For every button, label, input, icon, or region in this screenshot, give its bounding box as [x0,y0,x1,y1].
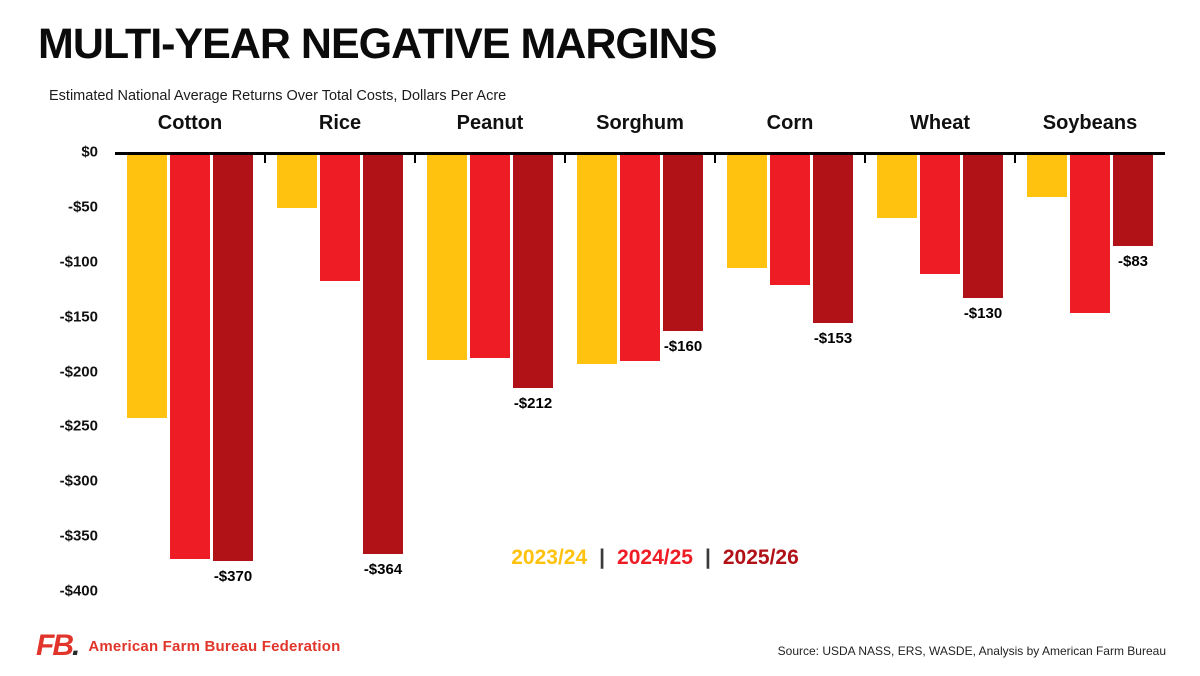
y-axis-tick-label: -$50 [67,198,98,216]
bar-2025-26-soybeans [1113,155,1153,247]
bar-value-label-sorghum: -$160 [663,337,703,355]
afbf-logo-icon: FB. [36,629,80,662]
bar-2023-24-cotton [127,155,167,419]
bar-2023-24-sorghum [577,155,617,364]
legend-item-2024-25: 2024/25 [617,546,693,569]
category-labels-row: Cotton Rice Peanut Sorghum Corn Wheat Soybeans [115,112,1165,135]
bar-2025-26-rice [363,155,403,555]
bar-2025-26-sorghum [663,155,703,331]
bar-value-label-cotton: -$370 [213,568,253,586]
source-note: Source: USDA NASS, ERS, WASDE, Analysis … [777,644,1166,658]
y-axis-tick-label: -$150 [59,308,98,326]
category-label-rice: Rice [318,112,362,134]
bars [1015,155,1165,594]
bar-2025-26-cotton [213,155,253,562]
page-title: MULTI-YEAR NEGATIVE MARGINS [38,20,718,68]
bars [415,155,565,594]
org-name: American Farm Bureau Federation [88,637,341,655]
bar-2023-24-wheat [877,155,917,218]
category-label-peanut: Peanut [456,112,524,134]
legend-item-2023-24: 2023/24 [511,546,588,569]
y-axis-tick-label: -$250 [59,417,98,435]
y-axis-tick-label: -$400 [59,582,98,600]
y-axis-tick-label: $0 [81,143,98,161]
bar-2023-24-soybeans [1027,155,1067,197]
bar-2025-26-corn [813,155,853,323]
bar-2024-25-rice [320,155,360,282]
bars [265,155,415,594]
bar-group-peanut: -$212 [415,155,566,594]
bar-2023-24-corn [727,155,767,269]
y-axis-tick-label: -$300 [59,472,98,490]
bar-2025-26-wheat [963,155,1003,298]
legend-separator: | [704,546,711,569]
bar-2024-25-peanut [470,155,510,359]
bars [565,155,715,594]
bar-value-label-wheat: -$130 [963,304,1003,322]
bar-2024-25-sorghum [620,155,660,362]
y-axis-tick-label: -$350 [59,527,98,545]
bar-value-label-corn: -$153 [813,329,853,347]
legend-separator: | [599,546,606,569]
afbf-logo-text: FB [36,629,74,662]
bar-value-label-peanut: -$212 [513,394,553,412]
category-label-cotton: Cotton [157,112,223,134]
legend-item-2025-26: 2025/26 [722,546,799,569]
bar-group-soybeans: -$83 [1015,155,1165,594]
category-label-wheat: Wheat [910,112,970,134]
bar-chart-plot-area: -$370 -$364 -$212 -$160 -$153 -$130 -$83 [115,152,1165,594]
bars [715,155,865,594]
bar-value-label-soybeans: -$83 [1117,253,1149,271]
category-label-soybeans: Soybeans [1042,112,1138,134]
y-axis-tick-label: -$100 [59,253,98,271]
bar-2023-24-peanut [427,155,467,361]
footer-brand: FB. American Farm Bureau Federation [36,631,340,661]
bar-2024-25-corn [770,155,810,285]
bar-group-sorghum: -$160 [565,155,716,594]
bar-value-label-rice: -$364 [363,561,403,579]
chart-subtitle: Estimated National Average Returns Over … [49,88,507,104]
category-label-corn: Corn [766,112,814,134]
bar-2025-26-peanut [513,155,553,388]
bars [865,155,1015,594]
bar-2023-24-rice [277,155,317,208]
y-axis: $0 -$50 -$100 -$150 -$200 -$250 -$300 -$350 -$40… [0,144,108,600]
afbf-logo-dot: . [72,629,80,662]
bar-group-rice: -$364 [265,155,416,594]
bar-2024-25-cotton [170,155,210,559]
y-axis-tick-label: -$200 [59,363,98,380]
bar-group-wheat: -$130 [865,155,1016,594]
bar-2024-25-soybeans [1070,155,1110,314]
bar-group-cotton: -$370 [115,155,266,594]
category-label-sorghum: Sorghum [596,112,684,134]
legend: 2023/24 | 2024/25 | 2025/26 [511,546,799,570]
bar-group-corn: -$153 [715,155,866,594]
bars [115,155,265,594]
bar-2024-25-wheat [920,155,960,274]
